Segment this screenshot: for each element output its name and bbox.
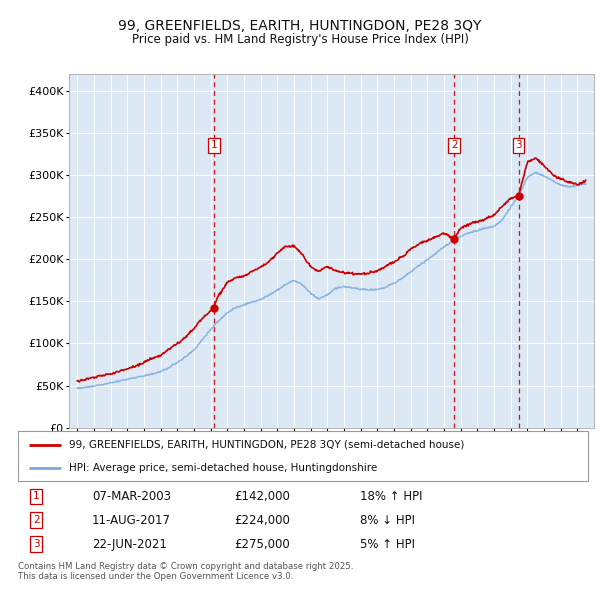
Text: 2: 2 [33, 515, 40, 525]
FancyBboxPatch shape [18, 431, 588, 481]
Text: £224,000: £224,000 [235, 513, 290, 527]
Text: 99, GREENFIELDS, EARITH, HUNTINGDON, PE28 3QY (semi-detached house): 99, GREENFIELDS, EARITH, HUNTINGDON, PE2… [70, 440, 464, 450]
Text: 2: 2 [451, 140, 457, 150]
Text: Contains HM Land Registry data © Crown copyright and database right 2025.
This d: Contains HM Land Registry data © Crown c… [18, 562, 353, 581]
Text: 99, GREENFIELDS, EARITH, HUNTINGDON, PE28 3QY: 99, GREENFIELDS, EARITH, HUNTINGDON, PE2… [118, 19, 482, 34]
Text: £275,000: £275,000 [235, 537, 290, 550]
Text: HPI: Average price, semi-detached house, Huntingdonshire: HPI: Average price, semi-detached house,… [70, 463, 377, 473]
Text: 8% ↓ HPI: 8% ↓ HPI [360, 513, 415, 527]
Text: 07-MAR-2003: 07-MAR-2003 [92, 490, 171, 503]
Text: 5% ↑ HPI: 5% ↑ HPI [360, 537, 415, 550]
Text: 11-AUG-2017: 11-AUG-2017 [92, 513, 171, 527]
Text: 1: 1 [33, 491, 40, 501]
Text: Price paid vs. HM Land Registry's House Price Index (HPI): Price paid vs. HM Land Registry's House … [131, 33, 469, 46]
Text: 1: 1 [211, 140, 217, 150]
Text: 3: 3 [515, 140, 522, 150]
Text: 18% ↑ HPI: 18% ↑ HPI [360, 490, 422, 503]
Text: 3: 3 [33, 539, 40, 549]
Text: 22-JUN-2021: 22-JUN-2021 [92, 537, 167, 550]
Text: £142,000: £142,000 [235, 490, 290, 503]
